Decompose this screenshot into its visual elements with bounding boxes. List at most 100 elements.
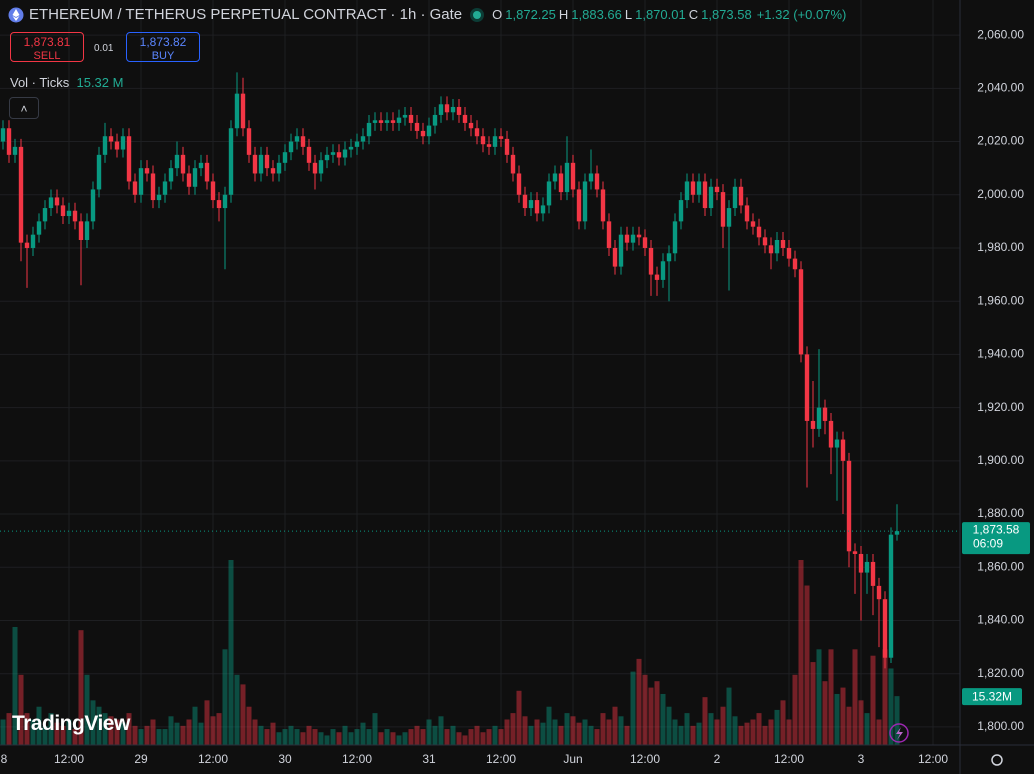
volume-bar [582,719,588,745]
volume-bar [336,732,342,745]
volume-bar [12,626,18,745]
x-tick-label: 12:00 [486,752,516,766]
ohlc-value: 1,872.25 [505,7,556,22]
candle-body [792,258,798,270]
volume-bar [42,725,48,745]
candle-body [372,120,378,123]
candle-body [510,154,516,174]
volume-bar [498,729,504,745]
candle-body [726,208,732,227]
candle-body [840,439,846,461]
candle-body [78,221,84,240]
candle-body [690,181,696,195]
logo: TradingView [12,712,130,735]
candle-body [96,154,102,190]
volume-bar [756,713,762,745]
volume-bar [150,719,156,745]
candle-body [780,239,786,248]
candle-body [612,247,618,267]
volume-bar [360,722,366,745]
volume-bar [852,649,858,745]
volume-bar [882,649,888,745]
volume-bar [540,722,546,745]
y-tick-label: 1,900.00 [977,453,1024,467]
candle-body [246,128,252,155]
candle-body [486,144,492,147]
volume-bar [102,713,108,745]
ohlc-value: 1,870.01 [635,7,686,22]
symbol-icon [8,7,24,22]
candle-body [168,168,174,182]
volume-bar [156,729,162,745]
candle-body [228,128,234,195]
candle-body [396,117,402,123]
candle-body [600,189,606,222]
y-tick-label: 1,840.00 [977,613,1024,627]
candle-body [102,136,108,155]
candle-body [492,136,498,147]
y-tick-label: 2,020.00 [977,134,1024,148]
candle-body [276,162,282,174]
volume-bar [54,722,60,745]
volume-bar [486,729,492,745]
candle-body [270,168,276,174]
volume-bar [288,725,294,745]
candle-body [894,531,900,535]
candle-body [174,154,180,169]
candle-body [198,162,204,169]
volume-bar [750,719,756,745]
volume-bar [174,722,180,745]
volume-bar [168,716,174,745]
volume-bar [642,674,648,745]
volume-bar [576,722,582,745]
y-tick-label: 1,880.00 [977,506,1024,520]
candle-body [420,130,426,137]
candle-body [426,125,432,137]
candle-body [156,194,162,201]
candle-body [564,162,570,193]
buy-button[interactable]: 1,873.82 BUY [126,32,200,62]
candle-body [318,160,324,174]
candle-body [186,173,192,187]
candle-body [582,181,588,222]
candle-body [630,234,636,243]
lightning-glyph [896,727,903,740]
x-tick-label: 12:00 [774,752,804,766]
volume-bar [672,719,678,745]
candle-body [732,186,738,209]
candle-body [660,261,666,280]
settings-icon[interactable] [991,754,1003,766]
volume-bar [264,729,270,745]
candle-body [402,114,408,118]
volume-bar [840,687,846,745]
volume-bar [408,729,414,745]
volume-bar [876,719,882,745]
volume-bar [894,696,900,745]
sell-button[interactable]: 1,873.81 SELL [10,32,84,62]
candle-body [636,234,642,238]
volume-bar [342,725,348,745]
candle-body [42,208,48,222]
candle-body [354,141,360,147]
collapse-button[interactable]: ˄ [9,97,39,119]
volume-bar [666,706,672,745]
volume-bar [126,713,132,745]
candle-body [846,460,852,552]
y-tick-label: 2,000.00 [977,187,1024,201]
candle-body [234,93,240,129]
candle-body [0,128,6,142]
volume-bar [372,713,378,745]
candle-body [576,189,582,222]
volume-bar [210,716,216,745]
countdown: 06:09 [973,536,1003,550]
volume-bar [18,674,24,745]
volume-bar [774,709,780,745]
volume-bar [390,732,396,745]
volume-bar [690,725,696,745]
candle-body [570,162,576,190]
x-tick-label: 3 [858,752,865,766]
volume-bar [828,649,834,745]
lightning-icon[interactable] [889,723,909,743]
candle-body [432,114,438,126]
x-tick-label: 30 [278,752,292,766]
